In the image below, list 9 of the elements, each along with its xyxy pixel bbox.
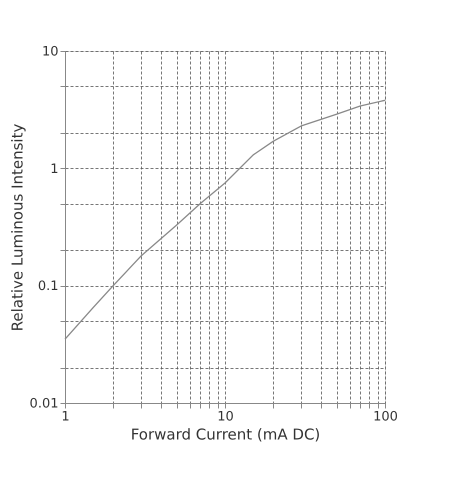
y-axis-title: Relative Luminous Intensity [8,124,27,332]
x-tick-label: 10 [217,410,234,424]
x-axis-title: Forward Current (mA DC) [130,426,320,444]
x-tick-label: 100 [373,410,398,424]
x-tick-label: 1 [61,410,70,424]
y-tick-label: 0.1 [38,279,58,294]
y-tick-label: 1 [50,162,58,177]
y-tick-label: 10 [42,44,58,60]
y-tick-label: 0.01 [30,396,58,412]
